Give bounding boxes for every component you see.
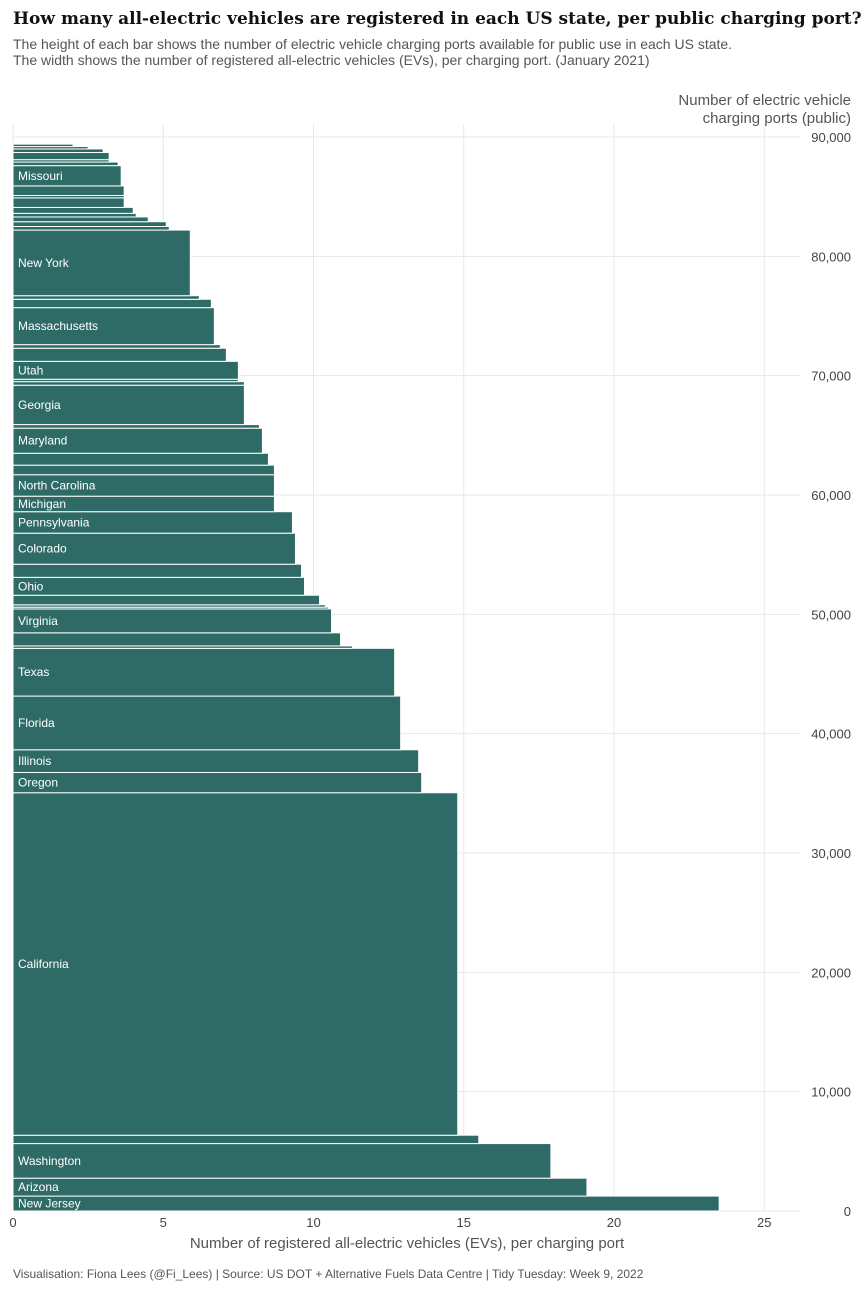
- chart-title: How many all-electric vehicles are regis…: [13, 9, 862, 29]
- bar-label: Texas: [18, 665, 49, 679]
- bar-label: New York: [18, 256, 70, 270]
- x-tick-label: 15: [457, 1215, 471, 1230]
- bar: [12, 424, 260, 429]
- bar-label: Illinois: [18, 754, 51, 768]
- bar-label: Washington: [18, 1154, 81, 1168]
- axis-ticks: 0 5 10 15 20 25 0 10,000 20,000 30,000 40,000 50,00…: [9, 130, 851, 1230]
- bar: [12, 360, 239, 380]
- y-tick-label: 40,000: [811, 727, 851, 742]
- bar: [12, 1134, 480, 1145]
- y-tick-label: 90,000: [811, 130, 851, 145]
- bar-label: Colorado: [18, 542, 67, 556]
- bar-label: Missouri: [18, 169, 63, 183]
- bar-label: Arizona: [18, 1180, 59, 1194]
- bar-label: Florida: [18, 716, 55, 730]
- y-tick-label: 0: [844, 1204, 851, 1219]
- bar: [12, 1143, 552, 1179]
- bar: [12, 381, 245, 386]
- bar-label: California: [18, 957, 69, 971]
- y-tick-label: 20,000: [811, 965, 851, 980]
- bar: [12, 216, 149, 223]
- bar: [12, 563, 302, 578]
- bar: [12, 464, 275, 476]
- y-tick-label: 30,000: [811, 846, 851, 861]
- bar-label: Maryland: [18, 434, 67, 448]
- bar: [12, 344, 221, 349]
- bar: [12, 347, 227, 362]
- bar-labels: New Jersey Arizona Washington California Ore…: [18, 169, 98, 1211]
- bar: [12, 452, 269, 466]
- bar-label: Georgia: [18, 398, 61, 412]
- bar: [12, 185, 125, 196]
- bar: [12, 221, 167, 228]
- y-tick-label: 50,000: [811, 607, 851, 622]
- bar: [12, 212, 137, 218]
- chart-subtitle: The height of each bar shows the number …: [13, 36, 733, 68]
- bar: [12, 197, 125, 208]
- bar: [12, 792, 459, 1136]
- bar: [12, 632, 342, 647]
- y-tick-label: 70,000: [811, 369, 851, 384]
- bar: [12, 695, 402, 751]
- bar: [12, 384, 245, 426]
- bar-label: North Carolina: [18, 478, 96, 492]
- bar-label: Virginia: [18, 614, 58, 628]
- bar: [12, 229, 191, 297]
- x-tick-label: 10: [306, 1215, 320, 1230]
- bar-label: New Jersey: [18, 1197, 81, 1211]
- bar: [12, 1195, 720, 1212]
- bar: [12, 608, 333, 634]
- bar: [12, 532, 296, 565]
- x-axis-title: Number of registered all-electric vehicl…: [190, 1235, 625, 1252]
- bar-label: Massachusetts: [18, 319, 98, 333]
- bar: [12, 307, 215, 346]
- bar: [12, 1177, 588, 1197]
- y-tick-label: 60,000: [811, 488, 851, 503]
- bar: [12, 298, 212, 309]
- x-tick-label: 5: [160, 1215, 167, 1230]
- bar-label: Utah: [18, 363, 43, 377]
- y-axis-title-line-1: Number of electric vehicle: [678, 92, 851, 109]
- bar-label: Ohio: [18, 579, 44, 593]
- bar: [12, 148, 104, 154]
- bar-label: Michigan: [18, 497, 66, 511]
- y-axis-title-line-2: charging ports (public): [703, 110, 851, 127]
- x-tick-label: 0: [9, 1215, 16, 1230]
- bar: [12, 206, 134, 214]
- bar: [12, 749, 420, 773]
- y-tick-label: 10,000: [811, 1085, 851, 1100]
- y-tick-label: 80,000: [811, 249, 851, 264]
- x-tick-label: 25: [757, 1215, 771, 1230]
- bar: [12, 427, 263, 454]
- bar: [12, 152, 110, 161]
- bar: [12, 226, 170, 231]
- chart-caption: Visualisation: Fiona Lees (@Fi_Lees) | S…: [13, 1267, 644, 1281]
- bars: [12, 143, 720, 1212]
- bar: [12, 647, 396, 697]
- bar-label: Pennsylvania: [18, 515, 90, 529]
- bar: [12, 143, 74, 148]
- bar: [12, 295, 200, 300]
- x-tick-label: 20: [607, 1215, 621, 1230]
- bar: [12, 576, 305, 596]
- bar: [12, 161, 119, 167]
- bar-label: Oregon: [18, 776, 58, 790]
- bar: [12, 771, 423, 794]
- bar: [12, 594, 321, 606]
